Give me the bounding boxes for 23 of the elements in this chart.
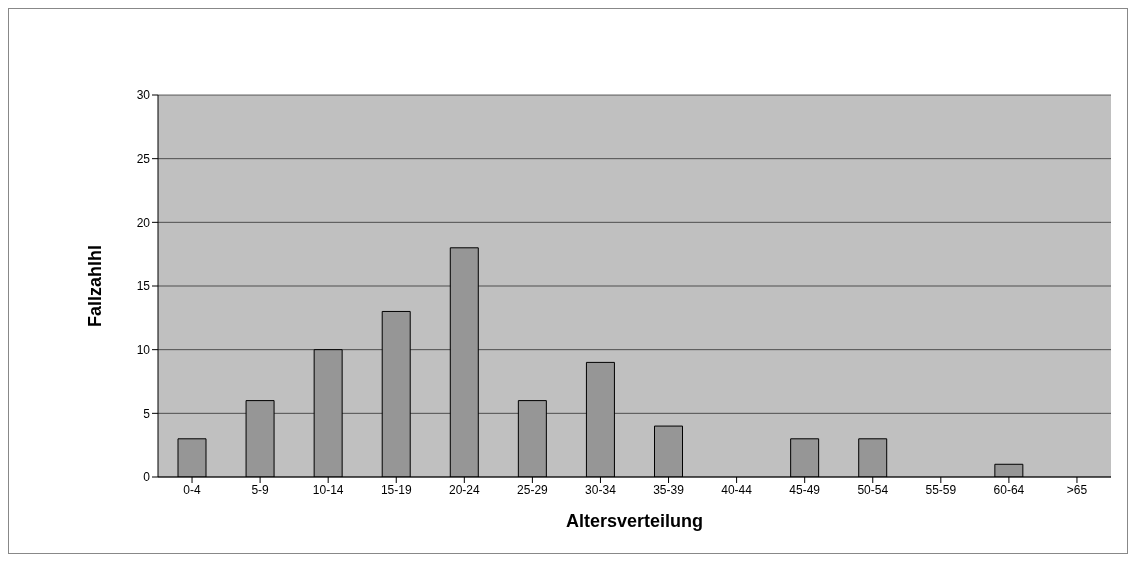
x-tick-label: 25-29 — [517, 482, 549, 497]
x-tick-label: 50-54 — [857, 482, 889, 497]
x-tick-label: 15-19 — [380, 482, 412, 497]
x-tick-label: 45-49 — [789, 482, 821, 497]
x-tick-label: 30-34 — [585, 482, 617, 497]
y-axis-title: Fallzahlhl — [85, 244, 106, 328]
x-tick-label: 20-24 — [448, 482, 480, 497]
y-tick-label: 15 — [136, 279, 151, 294]
y-tick-label: 25 — [136, 151, 151, 166]
y-tick-label: 5 — [143, 406, 151, 421]
y-tick-label: 10 — [136, 342, 151, 357]
x-tick-label: 35-39 — [653, 482, 685, 497]
x-tick-label: 5-9 — [251, 482, 270, 497]
x-axis-title: Altersverteilung — [565, 511, 704, 531]
x-tick-label: 60-64 — [993, 482, 1025, 497]
y-tick-label: 0 — [143, 470, 151, 485]
x-tick-label: 55-59 — [925, 482, 957, 497]
y-tick-label: 30 — [136, 88, 151, 103]
x-tick-label: >65 — [1066, 482, 1088, 497]
x-tick-label: 0-4 — [183, 482, 202, 497]
y-tick-label: 20 — [136, 215, 151, 230]
x-tick-label: 10-14 — [312, 482, 344, 497]
x-tick-label: 40-44 — [721, 482, 753, 497]
